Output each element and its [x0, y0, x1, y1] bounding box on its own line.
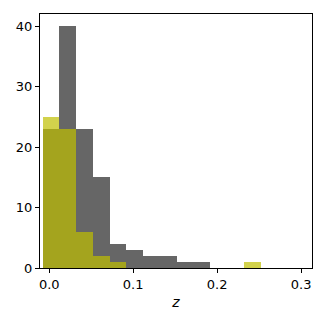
svg-text:20: 20 [16, 140, 33, 155]
svg-text:30: 30 [16, 79, 33, 94]
svg-text:z: z [171, 294, 180, 310]
svg-text:0.3: 0.3 [291, 277, 312, 292]
svg-text:0.0: 0.0 [39, 277, 60, 292]
svg-text:0.2: 0.2 [207, 277, 228, 292]
svg-text:0.1: 0.1 [123, 277, 144, 292]
svg-text:0: 0 [24, 261, 32, 276]
svg-text:40: 40 [16, 19, 33, 34]
svg-text:10: 10 [16, 200, 33, 215]
